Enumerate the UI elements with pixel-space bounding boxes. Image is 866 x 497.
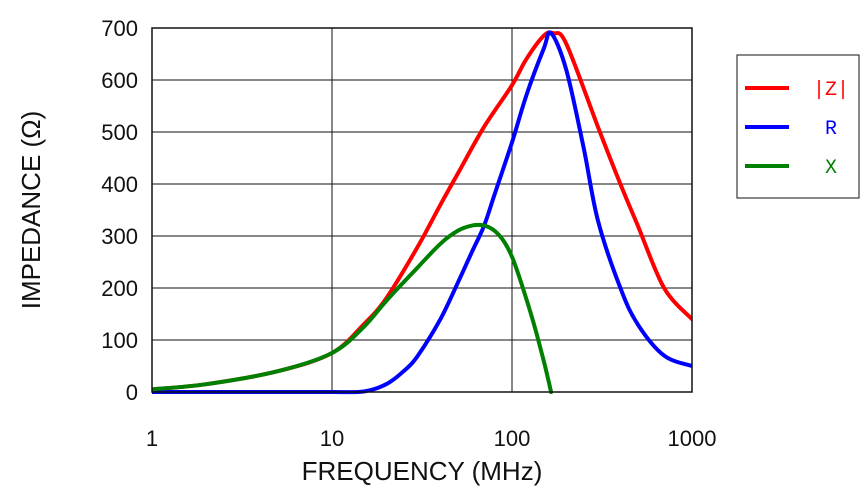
y-tick-label: 100 (101, 328, 138, 353)
y-tick-label: 300 (101, 224, 138, 249)
series-layer (152, 30, 692, 395)
legend-label-r: R (825, 118, 837, 141)
y-tick-label: 400 (101, 172, 138, 197)
series-line-r (152, 30, 692, 395)
y-axis-title: IMPEDANCE (Ω) (16, 111, 46, 310)
y-tick-label: 500 (101, 120, 138, 145)
legend-label-x: X (825, 157, 837, 180)
y-tick-label: 700 (101, 16, 138, 41)
series-line-x (152, 222, 554, 394)
x-axis-title: FREQUENCY (MHz) (302, 456, 543, 486)
legend: |Z| RX (736, 54, 860, 199)
legend-label-z: |Z| (813, 79, 849, 102)
plot-frame (151, 27, 693, 393)
x-tick-label: 10 (320, 426, 344, 451)
x-tick-label: 1000 (668, 426, 717, 451)
y-tick-label: 200 (101, 276, 138, 301)
x-tick-label: 1 (146, 426, 158, 451)
y-tick-label: 600 (101, 68, 138, 93)
tick-layer: 0 100 200 300 400 500 600 700 1 10 100 1000 (101, 16, 716, 451)
y-tick-label: 0 (126, 380, 138, 405)
x-tick-label: 100 (494, 426, 531, 451)
